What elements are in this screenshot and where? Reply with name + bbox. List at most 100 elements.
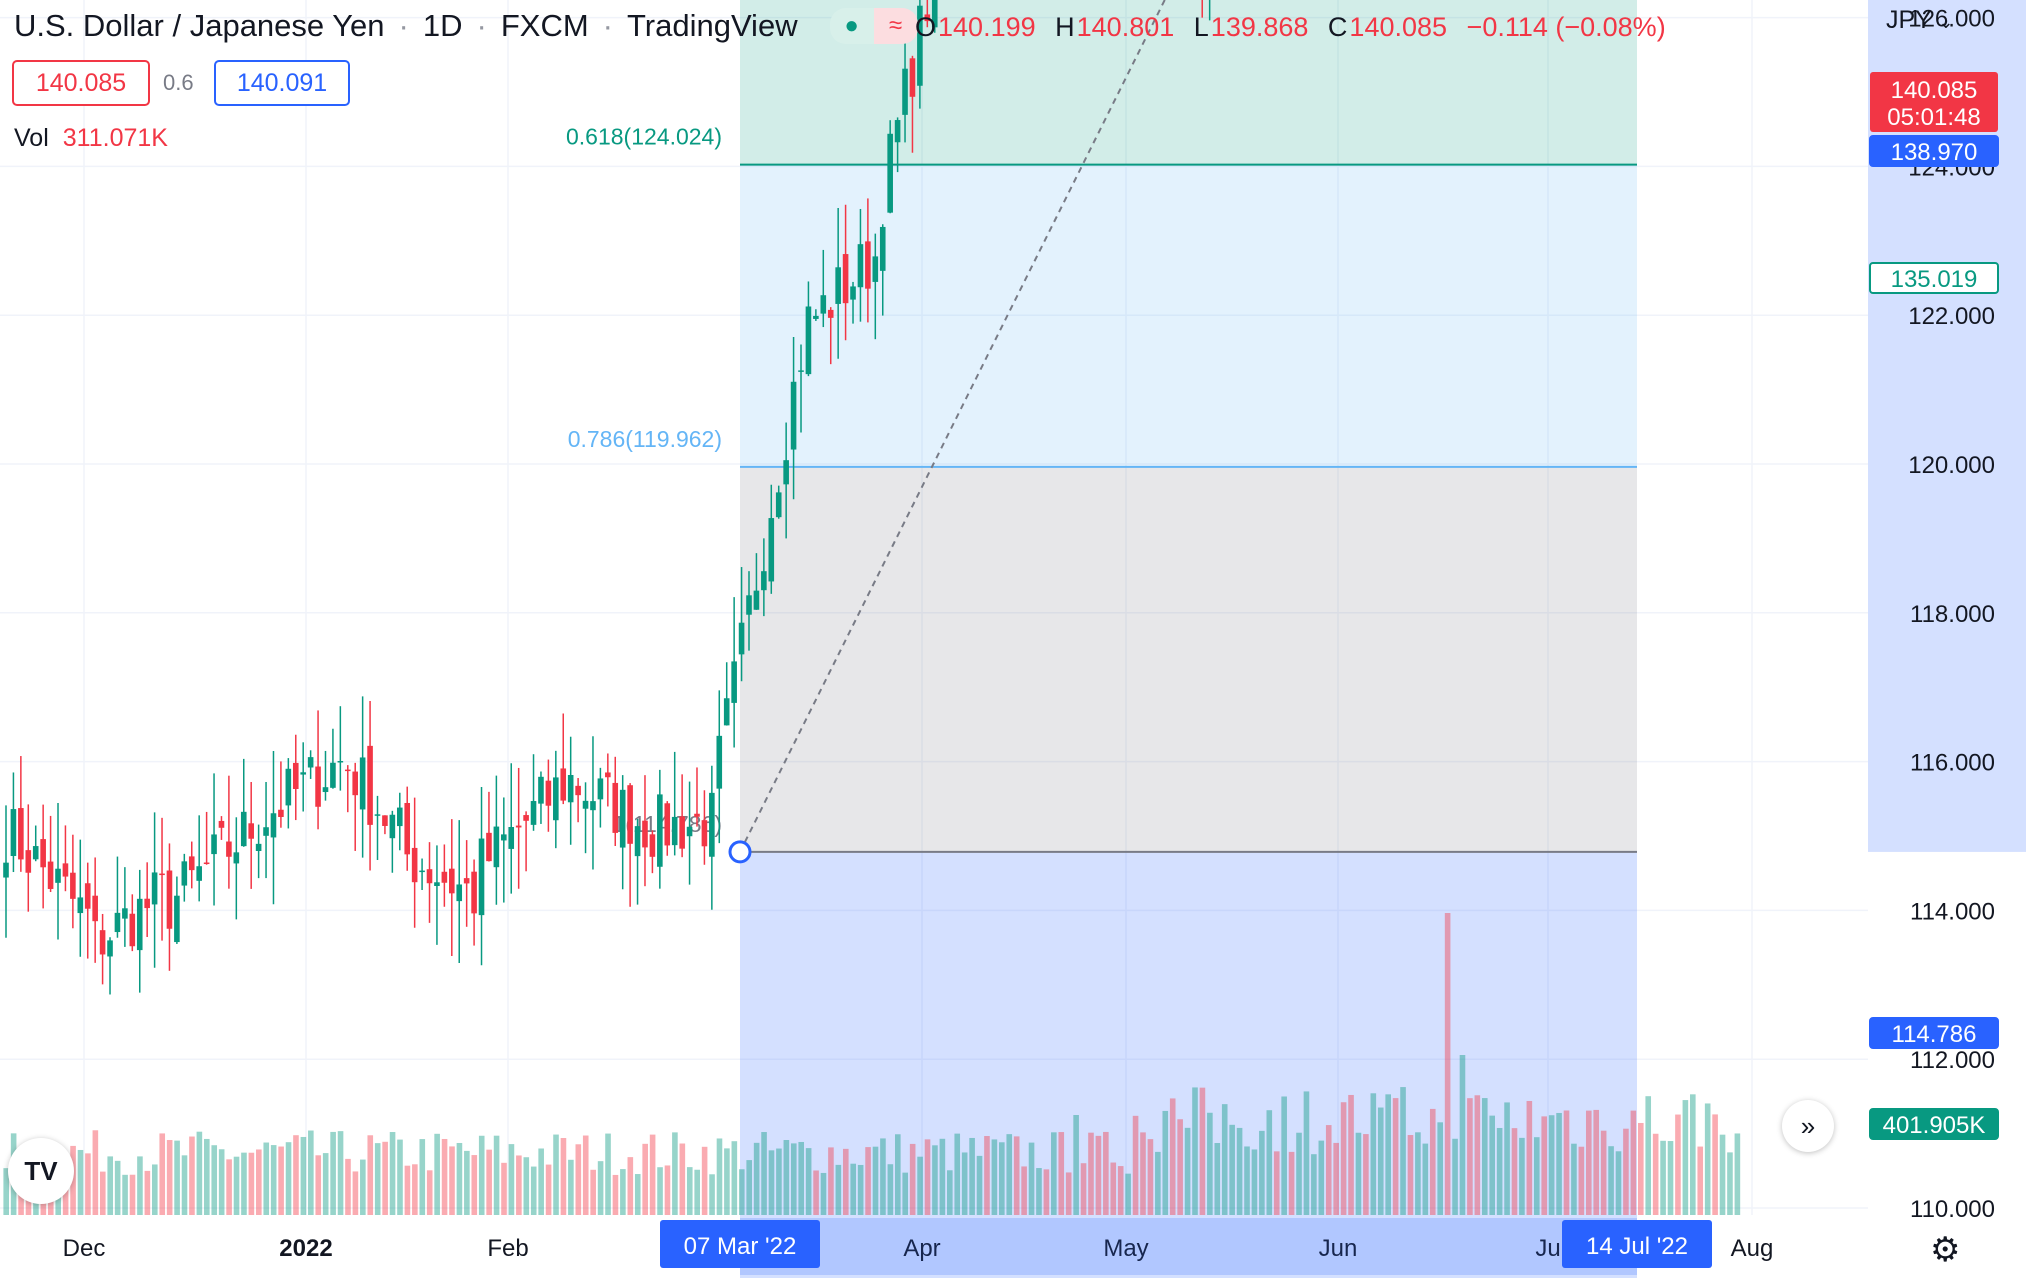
candle-body (723, 698, 730, 726)
candle-body (382, 815, 388, 826)
gear-icon[interactable]: ⚙ (1930, 1231, 1961, 1269)
candle-body (315, 766, 321, 807)
candle-body (567, 775, 574, 803)
candle-body (307, 757, 314, 768)
volume-bar (1155, 1151, 1161, 1215)
volume-bar (464, 1150, 470, 1215)
candle-body (857, 244, 864, 288)
volume-bar (1251, 1149, 1258, 1215)
currency-selector[interactable]: JPY ⌄ (1886, 6, 1954, 34)
tradingview-logo-icon[interactable]: TV (8, 1138, 74, 1204)
volume-bar (783, 1140, 790, 1215)
candle-body (174, 895, 180, 943)
scroll-to-realtime-icon[interactable]: » (1782, 1100, 1834, 1152)
fib-low-price-label-bg (1869, 1017, 1999, 1049)
candle-body (136, 898, 143, 951)
candle-body (501, 834, 507, 841)
volume-bar (1266, 1110, 1273, 1215)
volume-bar (1021, 1166, 1027, 1215)
candle-body (47, 861, 54, 889)
candle-body (523, 815, 529, 821)
volume-bar (1214, 1143, 1221, 1215)
candle-body (671, 816, 678, 846)
volume-bar (1615, 1151, 1622, 1215)
range-start-tag-bg (660, 1220, 820, 1268)
volume-bar (634, 1174, 641, 1215)
candle-body (166, 870, 173, 929)
volume-bar (308, 1130, 314, 1215)
candle-body (330, 762, 336, 788)
volume-bar (241, 1152, 247, 1215)
market-status-pill[interactable]: ● ≈ (829, 8, 918, 44)
volume-bar (961, 1152, 968, 1215)
candle-body (894, 120, 901, 143)
candle-body (679, 816, 685, 849)
volume-bar (270, 1145, 277, 1215)
spread-value: 0.6 (163, 70, 194, 95)
volume-bar (850, 1163, 857, 1215)
crosshair-price-label-bg (1869, 262, 1999, 294)
volume-bar (887, 1164, 894, 1215)
volume-bar (1043, 1169, 1050, 1215)
volume-bar (768, 1150, 775, 1215)
candle-body (70, 872, 76, 899)
volume-bar (181, 1155, 188, 1215)
volume-bar (1221, 1104, 1228, 1215)
volume-bar (1169, 1098, 1176, 1215)
volume-bar (166, 1140, 173, 1215)
sell-button[interactable]: 140.085 (12, 60, 150, 106)
candle-body (255, 843, 262, 851)
volume-bar (679, 1143, 686, 1215)
volume-bar (1652, 1133, 1659, 1215)
volume-bar (1036, 1168, 1042, 1215)
candle-body (924, 14, 931, 22)
interval[interactable]: 1D (422, 8, 463, 43)
volume-bar (508, 1144, 515, 1215)
volume-bar (1392, 1098, 1399, 1215)
volume-bar (582, 1135, 589, 1215)
volume-bar (1013, 1136, 1020, 1215)
volume-bar (1593, 1109, 1600, 1215)
candle-body (404, 802, 411, 855)
candle-body (344, 769, 351, 772)
candle-body (478, 838, 485, 916)
volume-bar (419, 1139, 426, 1215)
volume-bar (738, 1169, 745, 1215)
candle-body (820, 295, 827, 314)
fib-high-price-label-bg (1869, 135, 1999, 167)
candle-body (10, 809, 17, 857)
volume-bar (493, 1135, 500, 1215)
x-tick-label: Aug (1731, 1235, 1774, 1262)
candle-body (374, 814, 381, 816)
volume-bar (857, 1164, 864, 1215)
candle-body (738, 622, 745, 655)
volume-bar (761, 1132, 767, 1215)
volume-bar (1608, 1146, 1614, 1215)
buy-button[interactable]: 140.091 (214, 60, 350, 106)
volume-bar (1645, 1096, 1652, 1215)
volume-bar (1429, 1108, 1436, 1215)
candle-body (775, 492, 782, 518)
volume-bar (1296, 1132, 1302, 1215)
symbol-name[interactable]: U.S. Dollar / Japanese Yen (14, 8, 385, 43)
fib-anchor-start (728, 840, 752, 864)
volume-bar (1571, 1143, 1577, 1215)
volume-bar (1355, 1132, 1362, 1215)
volume-bar (92, 1130, 99, 1215)
close-value: 140.085 (1349, 12, 1448, 42)
volume-bar (1526, 1100, 1533, 1215)
volume-bar (1704, 1103, 1711, 1215)
volume-bar (1682, 1100, 1689, 1215)
volume-bar (939, 1138, 946, 1215)
volume-bar (568, 1159, 574, 1215)
volume-bar (1519, 1137, 1525, 1215)
volume-bar (1585, 1110, 1592, 1215)
volume-bar (1140, 1132, 1146, 1215)
volume-bar (426, 1170, 433, 1215)
candle-body (463, 878, 470, 884)
candle-body (746, 595, 752, 615)
volume-bar (1199, 1087, 1206, 1215)
candle-body (233, 852, 240, 864)
volume-bars (3, 913, 1741, 1215)
